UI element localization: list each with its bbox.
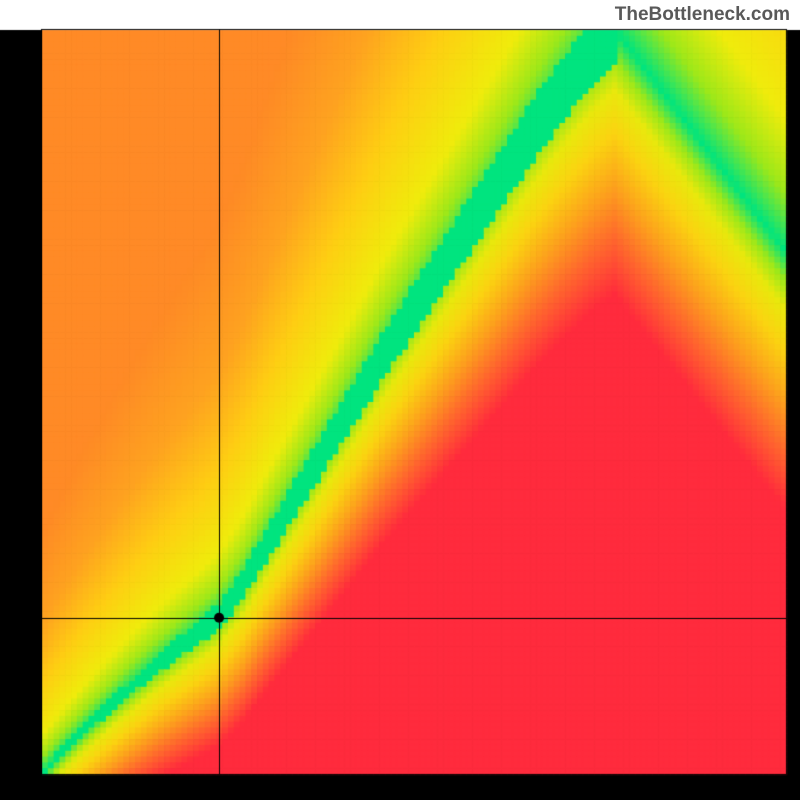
attribution-text: TheBottleneck.com <box>615 4 790 26</box>
chart-container: { "attribution": { "text": "TheBottlenec… <box>0 0 800 800</box>
crosshair-overlay <box>0 0 800 800</box>
